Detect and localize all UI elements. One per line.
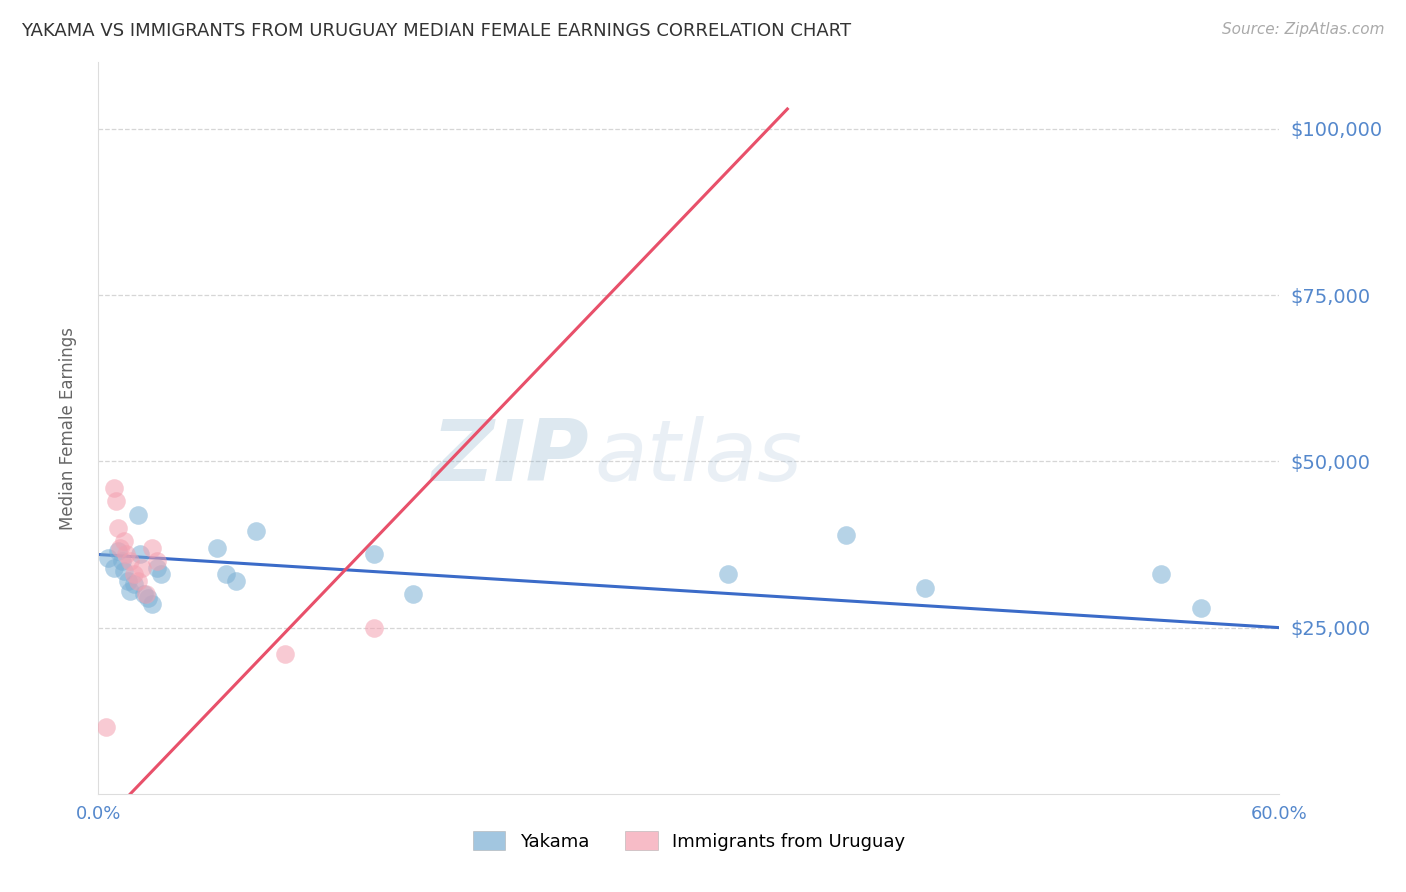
- Point: [146, 561, 169, 575]
- Point: [363, 548, 385, 562]
- Point: [122, 567, 145, 582]
- Point: [150, 567, 173, 582]
- Point: [112, 564, 135, 578]
- Point: [141, 598, 163, 612]
- Point: [115, 548, 138, 562]
- Point: [225, 574, 247, 588]
- Point: [1150, 567, 1173, 582]
- Point: [107, 544, 129, 558]
- Point: [835, 527, 858, 541]
- Point: [118, 554, 141, 568]
- Text: Source: ZipAtlas.com: Source: ZipAtlas.com: [1222, 22, 1385, 37]
- Point: [141, 541, 163, 555]
- Point: [103, 481, 125, 495]
- Point: [96, 720, 118, 734]
- Point: [97, 550, 120, 565]
- Point: [107, 521, 129, 535]
- Point: [112, 534, 135, 549]
- Point: [914, 581, 936, 595]
- Point: [205, 541, 228, 555]
- Point: [127, 508, 149, 522]
- Point: [245, 524, 267, 539]
- Point: [128, 548, 150, 562]
- Point: [131, 561, 153, 575]
- Point: [215, 567, 238, 582]
- Y-axis label: Median Female Earnings: Median Female Earnings: [59, 326, 77, 530]
- Point: [122, 577, 145, 591]
- Point: [132, 587, 155, 601]
- Text: ZIP: ZIP: [430, 416, 589, 499]
- Point: [103, 561, 125, 575]
- Point: [135, 587, 157, 601]
- Point: [363, 621, 385, 635]
- Point: [105, 494, 128, 508]
- Point: [717, 567, 740, 582]
- Point: [117, 574, 139, 588]
- Point: [136, 591, 159, 605]
- Point: [108, 541, 131, 555]
- Text: atlas: atlas: [595, 416, 803, 499]
- Point: [127, 574, 149, 588]
- Point: [402, 587, 425, 601]
- Text: YAKAMA VS IMMIGRANTS FROM URUGUAY MEDIAN FEMALE EARNINGS CORRELATION CHART: YAKAMA VS IMMIGRANTS FROM URUGUAY MEDIAN…: [21, 22, 851, 40]
- Point: [118, 584, 141, 599]
- Legend: Yakama, Immigrants from Uruguay: Yakama, Immigrants from Uruguay: [465, 824, 912, 858]
- Point: [146, 554, 169, 568]
- Point: [111, 554, 134, 568]
- Point: [274, 647, 297, 661]
- Point: [1189, 600, 1212, 615]
